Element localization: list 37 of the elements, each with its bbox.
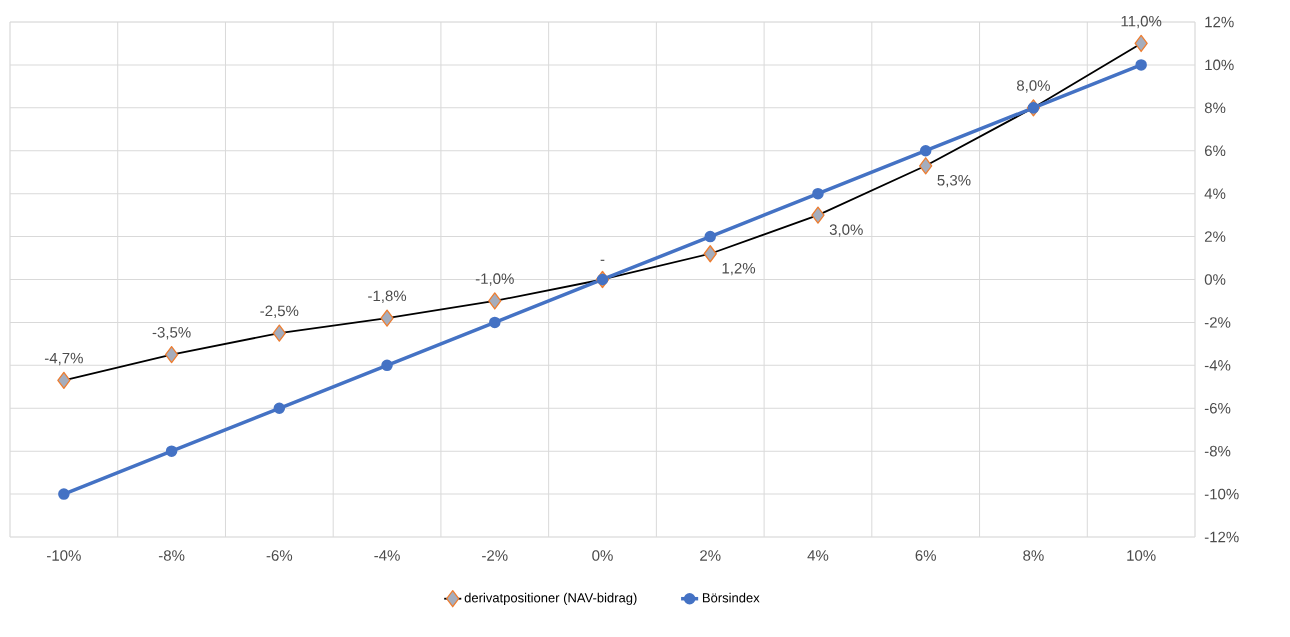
data-label: -1,8% <box>368 290 407 303</box>
data-label: 11,0% <box>1121 15 1162 29</box>
y-tick-label: -8% <box>1204 445 1231 457</box>
y-tick-label: -6% <box>1204 402 1231 414</box>
y-tick-label: 2% <box>1204 231 1226 242</box>
data-label: - <box>600 259 605 261</box>
y-tick-label: 6% <box>1204 145 1226 157</box>
x-tick-label: -2% <box>482 550 508 561</box>
data-label: 1,2% <box>722 262 756 276</box>
x-tick-label: -8% <box>158 550 185 561</box>
x-tick-label: -10% <box>47 550 81 561</box>
legend-label: derivatpositioner (NAV-bidrag) <box>464 592 637 605</box>
data-label: -3,5% <box>152 327 191 340</box>
y-tick-label: 12% <box>1205 16 1234 28</box>
data-label: -2,5% <box>260 305 299 318</box>
x-tick-label: 10% <box>1127 550 1156 561</box>
y-tick-label: -12% <box>1204 531 1239 543</box>
x-tick-label: 2% <box>700 550 721 561</box>
x-tick-label: 6% <box>915 550 936 561</box>
y-tick-label: 4% <box>1204 188 1226 199</box>
y-tick-label: 0% <box>1204 274 1226 285</box>
y-tick-label: -10% <box>1204 488 1239 500</box>
y-tick-label: 10% <box>1205 59 1234 71</box>
data-label: 3,0% <box>829 224 863 237</box>
data-label: -4,7% <box>44 352 83 366</box>
x-tick-label: -6% <box>266 550 293 561</box>
data-label: 8,0% <box>1016 80 1050 93</box>
x-tick-label: -4% <box>374 550 400 561</box>
x-tick-label: 8% <box>1023 550 1044 561</box>
x-tick-label: 4% <box>807 550 829 561</box>
x-tick-label: 0% <box>592 550 613 561</box>
y-tick-label: -4% <box>1204 360 1231 371</box>
data-label: -1,0% <box>475 273 514 286</box>
y-tick-label: 8% <box>1204 102 1226 114</box>
y-tick-label: -2% <box>1204 317 1231 328</box>
data-label: 5,3% <box>937 174 971 188</box>
legend-label: Börsindex <box>702 592 760 603</box>
